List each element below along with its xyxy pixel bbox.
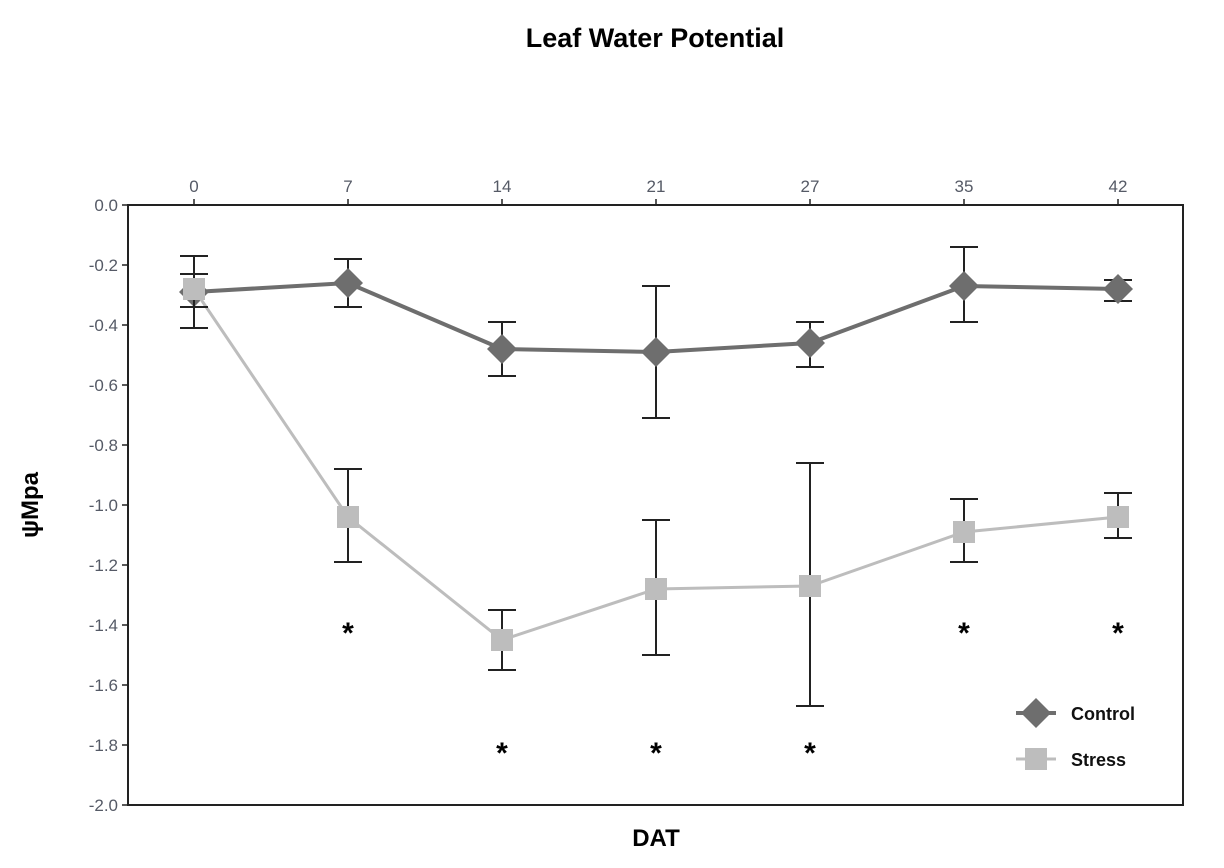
significance-asterisk: * [1112,617,1124,650]
x-tick-label: 0 [189,177,198,196]
y-tick-label: -0.8 [89,436,118,455]
significance-asterisk: * [958,617,970,650]
legend-item-control: Control [1016,698,1135,728]
data-point-stress [337,506,359,528]
y-tick-label: -0.2 [89,256,118,275]
data-point-control [1103,274,1133,304]
data-point-stress [645,578,667,600]
x-axis-label: DAT [632,825,680,852]
y-tick-label: -1.8 [89,736,118,755]
y-tick-label: -0.4 [89,316,118,335]
significance-asterisk: * [496,737,508,770]
significance-asterisk: * [804,737,816,770]
data-point-control [795,328,825,358]
series-control [179,246,1133,419]
data-point-control [333,268,363,298]
data-point-stress [953,521,975,543]
y-tick-label: -1.0 [89,496,118,515]
significance-annotations: * * * * * * [342,617,1124,770]
data-point-control [487,334,517,364]
data-point-stress [491,629,513,651]
legend-item-stress: Stress [1016,748,1126,770]
legend-diamond-icon [1021,698,1051,728]
legend: Control Stress [1016,698,1135,770]
y-tick-label: -0.6 [89,376,118,395]
significance-asterisk: * [650,737,662,770]
series-layer [179,246,1133,707]
x-axis: 0 7 14 21 27 35 42 [189,177,1127,205]
legend-label: Control [1071,704,1135,724]
x-tick-label: 42 [1109,177,1128,196]
significance-asterisk: * [342,617,354,650]
data-point-control [949,271,979,301]
y-tick-label: -1.6 [89,676,118,695]
x-tick-label: 35 [955,177,974,196]
data-point-stress [183,278,205,300]
x-tick-label: 7 [343,177,352,196]
x-tick-label: 21 [647,177,666,196]
y-axis-label: ψMpa [17,471,44,538]
data-point-stress [1107,506,1129,528]
y-axis: 0.0 -0.2 -0.4 -0.6 -0.8 -1.0 -1.2 -1.4 -1.6 -1.8 -… [89,196,128,815]
x-tick-label: 14 [493,177,512,196]
y-tick-label: -1.2 [89,556,118,575]
y-tick-label: 0.0 [94,196,118,215]
data-point-stress [799,575,821,597]
x-tick-label: 27 [801,177,820,196]
y-tick-label: -2.0 [89,796,118,815]
data-point-control [641,337,671,367]
legend-square-icon [1025,748,1047,770]
y-tick-label: -1.4 [89,616,118,635]
legend-label: Stress [1071,750,1126,770]
chart-title: Leaf Water Potential [526,23,785,53]
series-stress [180,273,1132,707]
